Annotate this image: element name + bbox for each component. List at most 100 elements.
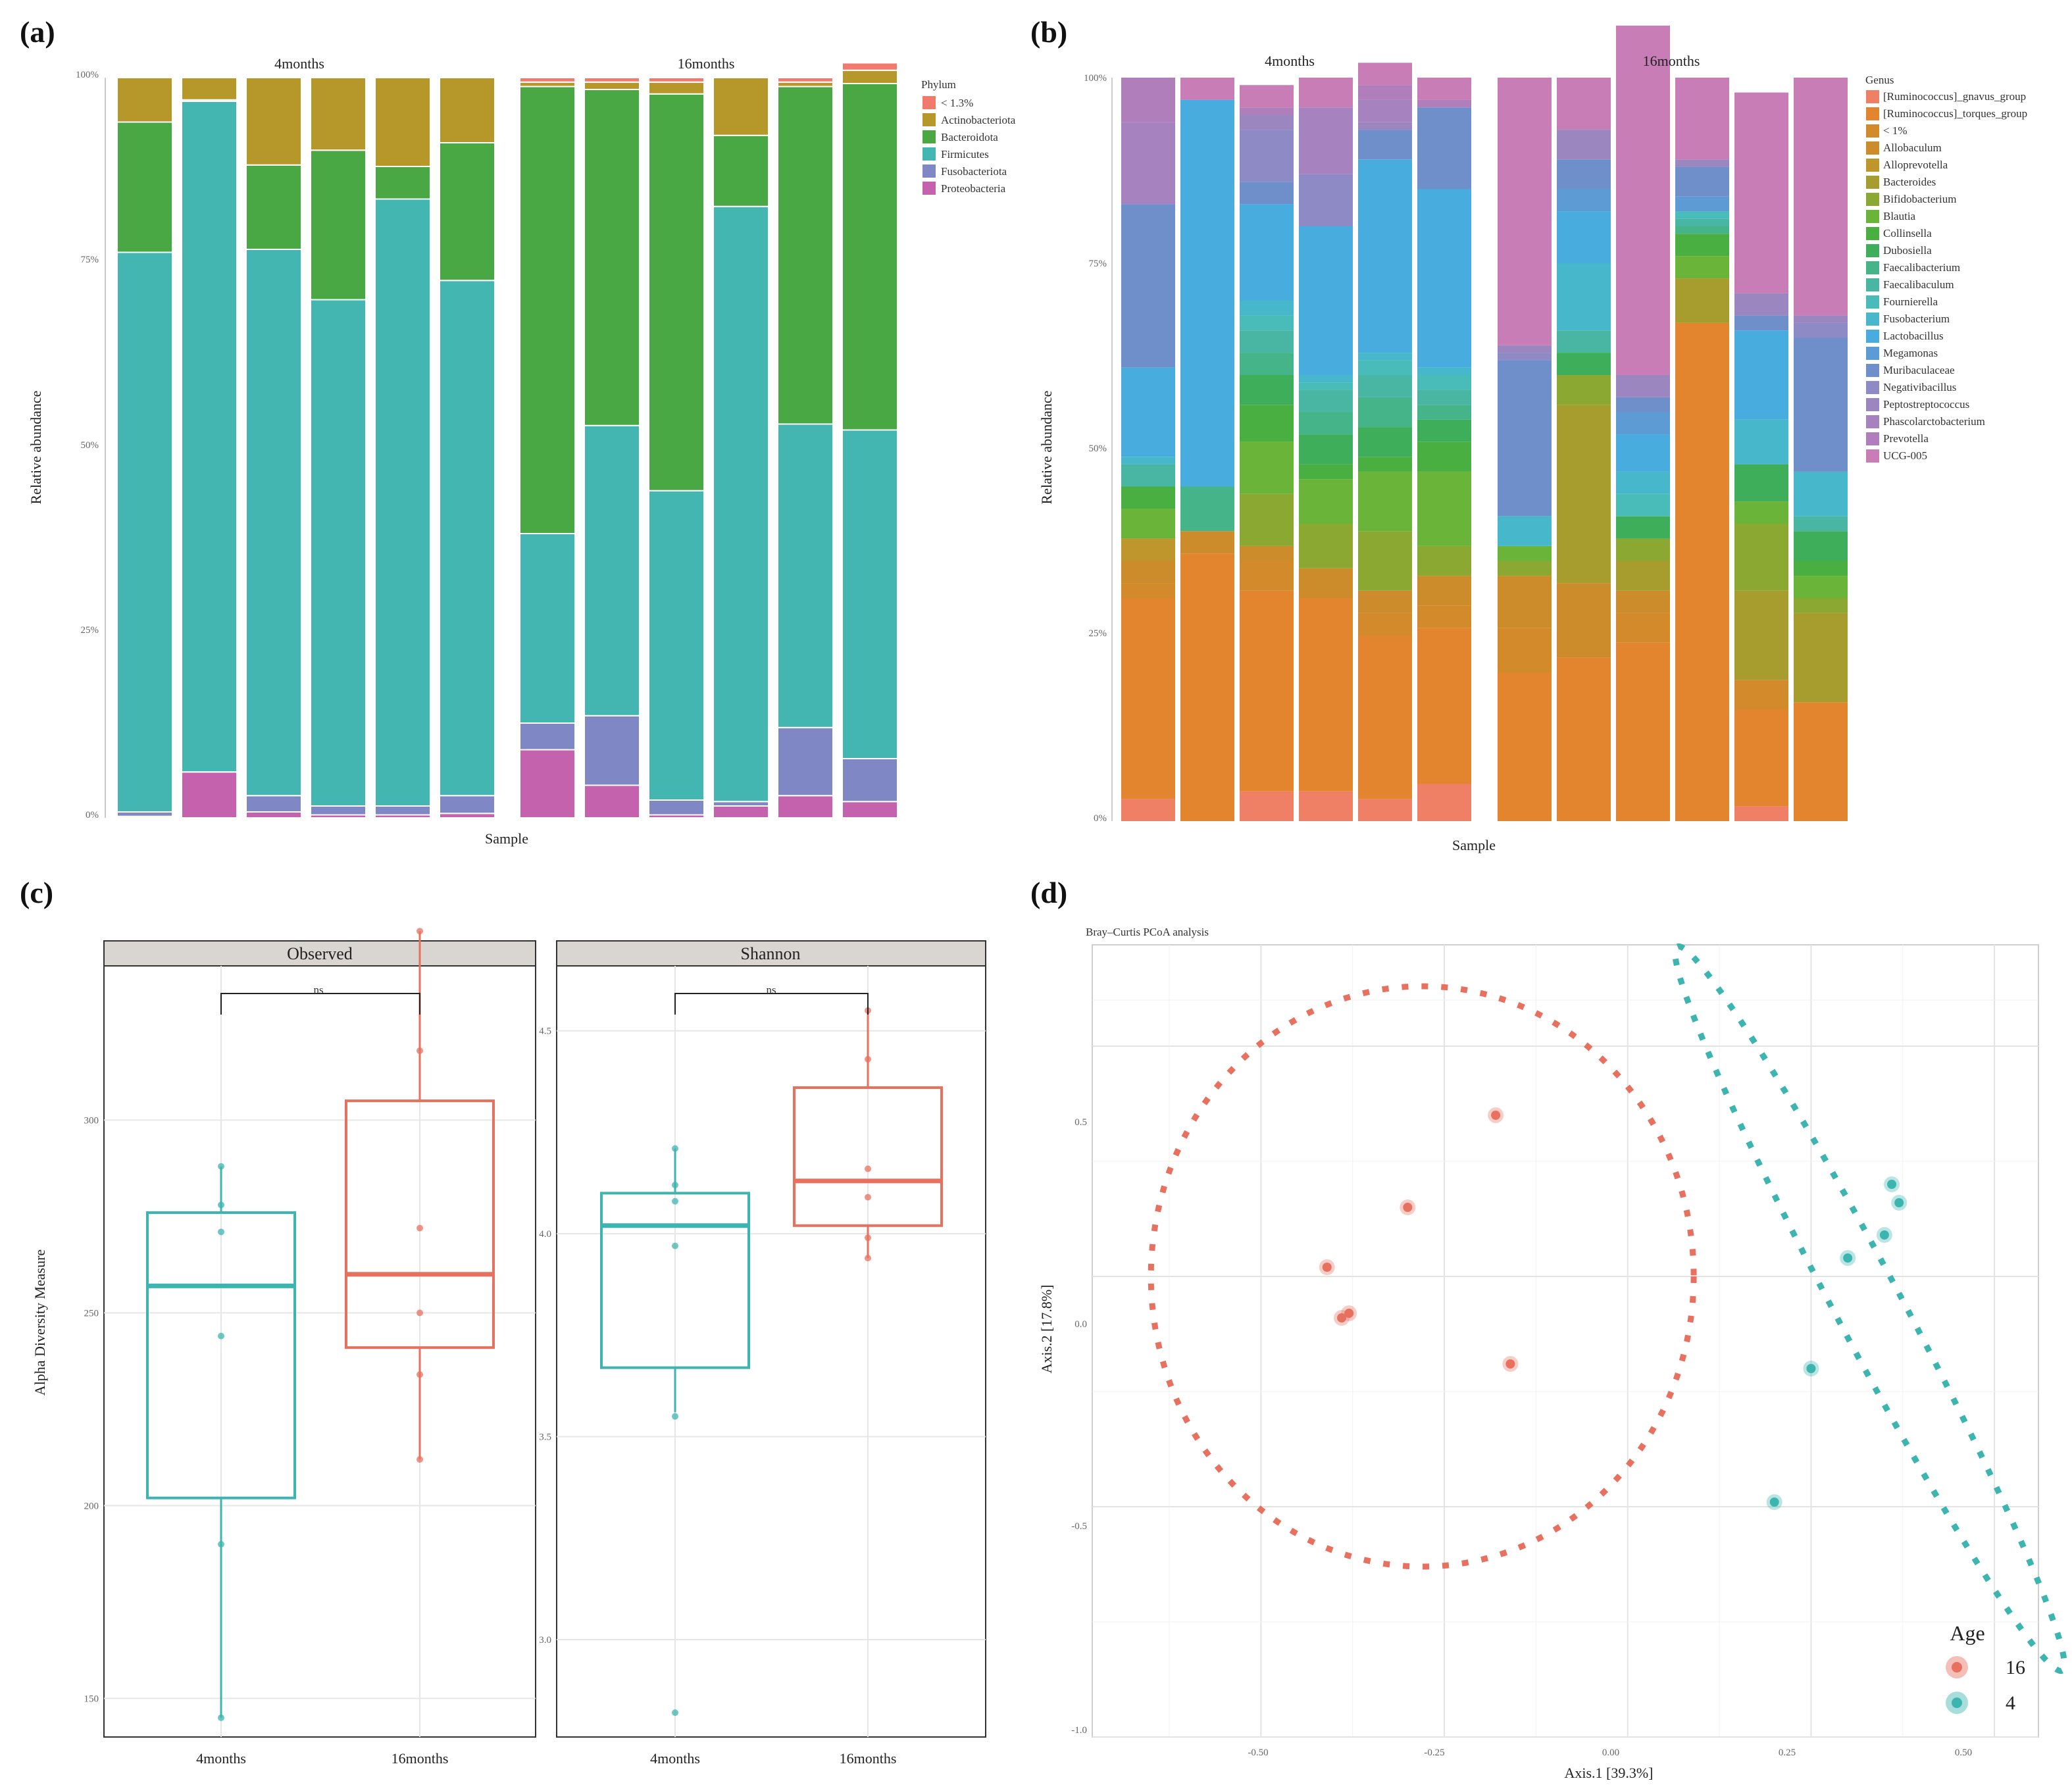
panel-a-xlabel: Sample (485, 830, 528, 847)
panel-a: (a) Sample Relative abundance 4months 16… (20, 15, 1016, 847)
legend-b-label-18: Peptostreptococcus (1883, 398, 1969, 411)
panel-c-label: (c) (20, 876, 53, 909)
point-4-0 (1887, 1180, 1897, 1189)
point-4-5 (1769, 1498, 1779, 1507)
bar-b-16m-3-UCG-005 (1616, 25, 1670, 375)
bar-b-4m-1-Faecalibaculum (1121, 464, 1175, 487)
point-c-1-0-0 (672, 1709, 678, 1716)
bar-b-16m-4-UCG-005 (1675, 78, 1729, 160)
bar-b-4m-3-Fusobacterium (1240, 301, 1294, 316)
legend-key-4 (1952, 1698, 1962, 1708)
ytick-c-1-3: 4.5 (539, 1026, 551, 1037)
bar-b-16m-6-Muribaculaceae (1794, 338, 1848, 472)
bar-b-16m-3-Dubosiella (1616, 516, 1670, 539)
legend-b-swatch-2 (1866, 124, 1879, 138)
point-16-3 (1344, 1309, 1354, 1318)
legend-a-label-4: Fusobacteriota (941, 165, 1007, 178)
legend-b-swatch-3 (1866, 141, 1879, 155)
bar-b-4m-6-Faecalibacterium (1417, 405, 1471, 420)
panel-d-legend-4: 4 (2006, 1692, 2015, 1714)
bar-b-4m-4-Dubosiella (1299, 434, 1353, 465)
bar-b-16m-1-Allobaculum (1498, 576, 1552, 628)
bar-b-16m-6-Dubosiella (1794, 531, 1848, 561)
point-c-1-0-4 (672, 1182, 678, 1189)
bar-b-16m-5-Muribaculaceae (1734, 315, 1788, 331)
point-16-1 (1403, 1203, 1413, 1212)
bar-b-4m-6-Muribaculaceae (1417, 107, 1471, 189)
bar-b-16m-2-Bifidobacterium (1557, 375, 1611, 405)
bar-b-4m-1-< 1% (1121, 583, 1175, 598)
panel-a-legend-title: Phylum (921, 78, 956, 91)
bar-b-4m-4-UCG-005 (1299, 78, 1353, 108)
bar-b-16m-1-[Ruminococcus]_torques_group (1498, 672, 1552, 821)
bar-b-4m-6-Fusobacterium (1417, 367, 1471, 375)
pcoa-frame (1092, 944, 2039, 1738)
point-c-1-1-3 (865, 1165, 871, 1172)
point-c-0-0-3 (218, 1228, 224, 1236)
strip-shannon-label: Shannon (741, 944, 801, 963)
bar-b-4m-4-Faecalibaculum (1299, 390, 1353, 413)
panel-c-ylabel: Alpha Diversity Measure (32, 1249, 48, 1396)
bar-b-4m-6-< 1% (1417, 605, 1471, 628)
bar-b-4m-3-[Ruminococcus]_gnavus_group (1240, 791, 1294, 821)
panel-d-xtick-1: -0.25 (1424, 1748, 1444, 1758)
bar-a-4m-1-Bacteroidota (116, 121, 173, 253)
bar-b-16m-4-Bacteroides (1675, 278, 1729, 323)
panel-d: (d) Bray–Curtis PCoA analysis Axis.1 [39… (1030, 876, 2067, 1781)
ytick-c-1-0: 3.0 (539, 1635, 551, 1646)
bar-b-16m-1-< 1% (1498, 628, 1552, 672)
bar-b-4m-1-Phascolarctobacterium (1121, 122, 1175, 205)
bar-b-4m-3-Negativibacillus (1240, 130, 1294, 182)
legend-b-swatch-11 (1866, 278, 1879, 291)
panel-c-plot: 150 200 250 300 3.0 3.5 4.0 4.5 (84, 928, 986, 1738)
facet-frame-shannon (556, 965, 986, 1738)
panel-d-label: (d) (1030, 876, 1067, 909)
legend-a-swatch-2 (922, 130, 936, 143)
bar-b-16m-1-UCG-005 (1498, 78, 1552, 345)
bar-a-4m-3-Actinobacteriota (245, 77, 302, 166)
point-c-1-1-1 (865, 1234, 871, 1242)
panel-b-label: (b) (1030, 15, 1067, 49)
bar-b-4m-5-UCG-005 (1358, 63, 1412, 86)
panel-a-ytick-75: 75% (81, 255, 99, 265)
bar-b-16m-2-Peptostreptococcus (1557, 130, 1611, 160)
point-c-1-1-0 (865, 1255, 871, 1262)
bar-b-4m-3-UCG-005 (1240, 85, 1294, 108)
bar-b-16m-2-Fusobacterium (1557, 263, 1611, 331)
bar-b-16m-6-Bifidobacterium (1794, 598, 1848, 613)
bar-a-16m-2-Actinobacteriota (584, 81, 640, 90)
legend-b-swatch-17 (1866, 381, 1879, 394)
bar-a-16m-6-Proteobacteria (842, 801, 898, 818)
confidence-ellipse-4 (1672, 943, 2067, 1674)
legend-b-label-5: Bacteroides (1883, 176, 1936, 188)
box-c-0-0 (146, 1211, 296, 1499)
bar-b-16m-5-Bacteroides (1734, 590, 1788, 680)
bar-b-4m-4-Blautia (1299, 479, 1353, 524)
panel-b-ytick-100: 100% (1084, 73, 1107, 84)
point-16-2 (1322, 1263, 1332, 1272)
bar-b-4m-6-Collinsella (1417, 441, 1471, 472)
legend-b-label-2: < 1% (1883, 124, 1908, 137)
bar-b-4m-3-Collinsella (1240, 405, 1294, 442)
bar-b-4m-4-[Ruminococcus]_torques_group (1299, 598, 1353, 792)
bar-b-4m-1-[Ruminococcus]_gnavus_group (1121, 799, 1175, 821)
bar-b-4m-3-Blautia (1240, 441, 1294, 494)
legend-b-swatch-0 (1866, 90, 1879, 103)
point-c-0-1-0 (417, 1456, 423, 1463)
bar-b-16m-4-Blautia (1675, 256, 1729, 279)
box-c-1-0 (600, 1192, 750, 1369)
legend-b-label-4: Alloprevotella (1883, 159, 1948, 171)
bar-b-4m-3-Fournierella (1240, 315, 1294, 331)
bar-b-16m-3-Muribaculaceae (1616, 397, 1670, 413)
legend-b-swatch-8 (1866, 227, 1879, 240)
legend-a-label-2: Bacteroidota (941, 131, 998, 143)
bar-a-4m-4-Fusobacteriota (310, 805, 366, 816)
bar-b-4m-5-Prevotella (1358, 85, 1412, 100)
bar-a-16m-3-Bacteroidota (648, 93, 705, 491)
bar-b-16m-2-Bacteroides (1557, 405, 1611, 584)
bar-b-16m-3-Fusobacterium (1616, 471, 1670, 494)
legend-b-swatch-5 (1866, 176, 1879, 189)
legend-b-label-3: Allobaculum (1883, 141, 1942, 154)
bar-b-16m-5-< 1% (1734, 680, 1788, 710)
bar-a-16m-4-Actinobacteriota (713, 77, 769, 136)
